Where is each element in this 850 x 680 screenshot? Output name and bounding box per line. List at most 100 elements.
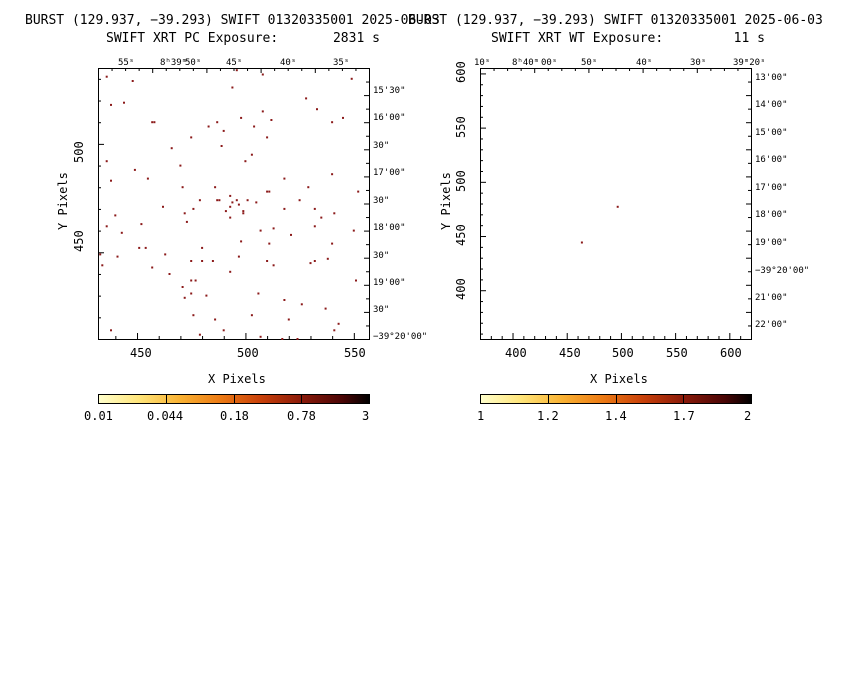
- event-point-1-5: [350, 77, 353, 80]
- event-point-1-86: [211, 260, 214, 262]
- event-point-1-29: [244, 160, 247, 163]
- event-point-1-49: [255, 201, 258, 204]
- event-point-1-25: [266, 136, 269, 139]
- event-point-1-96: [168, 273, 171, 275]
- event-point-1-31: [331, 173, 334, 176]
- event-point-1-39: [357, 190, 360, 193]
- event-point-1-65: [140, 223, 143, 226]
- event-point-1-36: [266, 190, 269, 193]
- event-point-1-2: [235, 69, 238, 72]
- event-point-1-73: [144, 246, 147, 249]
- event-point-1-54: [242, 210, 245, 213]
- event-point-1-90: [151, 266, 154, 269]
- event-point-1-63: [185, 220, 188, 223]
- panel-1-ra-label-3: 40ˢ: [280, 58, 297, 68]
- panel-2-cbar-tick-3: 1.7: [673, 409, 695, 423]
- event-point-1-60: [242, 212, 245, 215]
- event-point-1-77: [331, 242, 334, 245]
- event-point-1-7: [110, 103, 112, 106]
- event-point-1-104: [214, 318, 217, 321]
- event-point-1-44: [235, 199, 238, 202]
- event-point-1-62: [333, 212, 336, 215]
- event-point-1-23: [220, 145, 223, 147]
- event-point-1-76: [268, 242, 271, 245]
- event-point-1-18: [270, 119, 273, 121]
- panel-2-x-tick-3: 550: [666, 346, 688, 360]
- panel-2-dec-label-7: −39°20'00": [755, 266, 810, 276]
- event-point-1-1: [123, 101, 125, 104]
- event-point-1-75: [240, 240, 243, 243]
- event-point-1-74: [201, 246, 204, 249]
- event-point-1-30: [283, 177, 286, 180]
- panel-2-ra-label-2: 00ˢ: [541, 58, 558, 68]
- panel-2-ra-label-6: 39ᵐ20ˢ: [733, 58, 766, 68]
- event-point-1-8: [131, 80, 134, 82]
- event-point-2-1: [580, 241, 583, 244]
- event-point-1-41: [218, 199, 221, 202]
- event-point-1-13: [153, 121, 156, 124]
- event-point-1-40: [198, 199, 201, 202]
- event-point-1-35: [214, 186, 217, 189]
- panel-1-ra-label-1b: 50ˢ: [185, 58, 202, 68]
- event-point-1-72: [138, 246, 141, 249]
- event-point-1-9: [231, 86, 234, 89]
- panel-1-cbar-tick-3: 0.78: [287, 409, 316, 423]
- panel-2-dec-label-9: 22'00": [755, 320, 788, 330]
- event-point-1-24: [250, 153, 253, 156]
- event-point-1-92: [194, 279, 197, 282]
- panel-1-x-tick-2: 550: [344, 346, 366, 360]
- event-point-1-56: [313, 207, 316, 210]
- event-point-1-85: [201, 260, 204, 262]
- panel-1-ra-label-4: 35ˢ: [333, 58, 350, 68]
- panel-2-ra-label-3: 50ˢ: [581, 58, 598, 68]
- panel-2-dec-label-6: 19'00": [755, 238, 788, 248]
- event-point-1-70: [120, 231, 123, 234]
- event-point-1-17: [253, 125, 256, 128]
- panel-2-frame: [480, 68, 752, 340]
- event-point-1-50: [298, 199, 301, 202]
- event-point-1-68: [313, 225, 316, 228]
- panel-1-colorbar-dividers: [166, 394, 302, 404]
- event-point-1-99: [190, 292, 193, 295]
- panel-1-title: BURST (129.937, −39.293) SWIFT 013203350…: [25, 13, 440, 28]
- panel-2-ra-label-0: 10ˢ: [474, 58, 491, 68]
- panel-1-dec-label-7: 19'00": [373, 278, 406, 288]
- panel-2-subtitle: SWIFT XRT WT Exposure: 11 s: [491, 31, 765, 46]
- event-point-1-52: [192, 207, 195, 210]
- event-point-1-98: [183, 296, 186, 299]
- panel-1-dec-label-0: 15'30": [373, 86, 406, 96]
- event-point-1-69: [352, 229, 355, 232]
- event-point-1-46: [237, 203, 240, 206]
- panel-1-cbar-tick-0: 0.01: [84, 409, 113, 423]
- panel-1-frame: [98, 68, 370, 340]
- event-point-2-0: [616, 205, 619, 208]
- event-point-1-94: [309, 262, 312, 265]
- panel-2-cbar-tick-2: 1.4: [605, 409, 627, 423]
- event-point-1-48: [229, 205, 232, 208]
- panel-1-cbar-tick-1: 0.044: [147, 409, 184, 423]
- event-point-1-34: [181, 186, 184, 189]
- event-point-1-16: [240, 116, 243, 119]
- panel-1-dec-label-6: 30": [373, 251, 390, 261]
- event-point-1-108: [324, 307, 327, 310]
- panel-2-x-tick-1: 450: [559, 346, 581, 360]
- event-point-1-53: [224, 210, 227, 213]
- event-point-1-84: [190, 260, 193, 262]
- panel-1-dec-label-5: 18'00": [373, 223, 406, 233]
- panel-1-dec-label-3: 17'00": [373, 168, 406, 178]
- panel-2-ra-label-5: 30ˢ: [690, 58, 707, 68]
- panel-1-ra-label-2: 45ˢ: [226, 58, 243, 68]
- panel-1-x-tick-0: 450: [130, 346, 152, 360]
- event-point-1-4: [305, 97, 308, 100]
- event-point-1-111: [198, 333, 201, 336]
- event-point-1-61: [320, 216, 323, 219]
- panel-2-cbar-tick-4: 2: [744, 409, 752, 423]
- event-point-1-89: [101, 264, 104, 267]
- panel-1-dec-label-1: 16'00": [373, 113, 406, 123]
- event-point-1-10: [261, 110, 264, 113]
- event-point-1-93: [229, 270, 232, 273]
- event-point-1-83: [326, 257, 329, 260]
- event-point-1-67: [272, 227, 275, 230]
- panel-2-x-tick-0: 400: [505, 346, 527, 360]
- event-point-1-45: [246, 199, 249, 202]
